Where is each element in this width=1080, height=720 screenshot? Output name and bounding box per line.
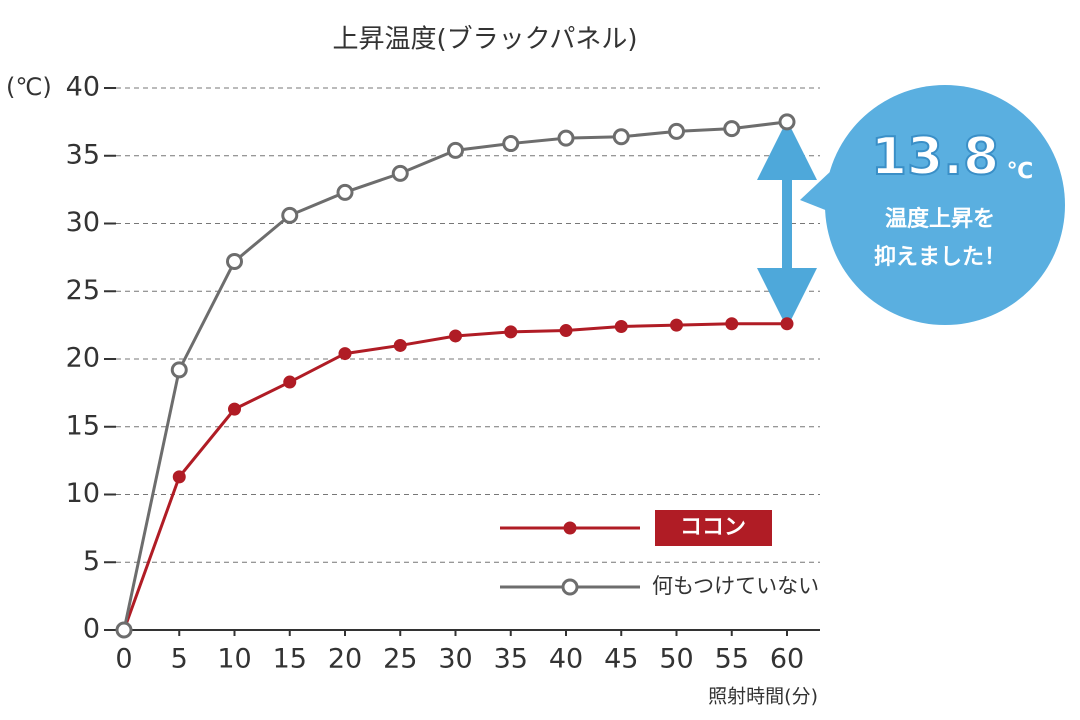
data-point (612, 128, 630, 146)
annotation-unit: ℃ (1007, 159, 1034, 184)
y-tick-label: 35 (66, 139, 100, 170)
legend-marker (563, 521, 577, 535)
series-line (122, 120, 788, 631)
x-tick-label: 5 (171, 644, 188, 675)
data-point (559, 324, 573, 338)
x-tick-label: 35 (494, 644, 528, 675)
x-axis-label: 照射時間(分) (708, 686, 818, 708)
y-unit: (℃) (6, 73, 52, 101)
x-tick-label: 0 (115, 644, 132, 675)
x-tick-label: 55 (715, 644, 749, 675)
data-point (226, 252, 243, 270)
bubble-body (825, 85, 1065, 325)
x-tick-label: 45 (604, 644, 638, 675)
data-point (170, 361, 188, 379)
legend-marker (561, 578, 579, 596)
legend-box (655, 510, 772, 546)
data-point (502, 135, 520, 153)
y-tick-label: 5 (83, 546, 100, 577)
legend-label: ココン (680, 515, 746, 540)
annotation-line: 抑えました！ (874, 245, 1006, 270)
data-point (778, 113, 796, 131)
annotation-bubble: 13.8 ℃ 温度上昇を 抑えました！ (800, 85, 1065, 325)
annotation-line: 温度上昇を (885, 206, 995, 232)
x-tick-label: 15 (273, 644, 307, 675)
data-point (172, 470, 186, 484)
data-point (723, 120, 741, 138)
data-point (614, 319, 628, 333)
data-point (393, 338, 407, 352)
y-tick-label: 0 (83, 614, 100, 645)
data-point (283, 375, 297, 389)
data-point (228, 402, 241, 416)
legend-label: 何もつけていない (652, 574, 819, 598)
data-point (780, 317, 794, 331)
x-tick-label: 60 (770, 644, 804, 675)
y-tick-label: 10 (66, 478, 100, 509)
y-tick-label: 15 (66, 410, 100, 441)
x-tick-label: 25 (383, 644, 417, 675)
y-tick-label: 30 (66, 207, 100, 238)
x-tick-label: 40 (549, 644, 583, 675)
x-tick-label: 30 (438, 644, 472, 675)
data-point (449, 329, 462, 343)
x-tick-label: 50 (659, 644, 693, 675)
data-point (670, 318, 683, 332)
y-tick-label: 40 (66, 72, 100, 103)
x-tick-label: 20 (328, 644, 362, 675)
y-tick-label: 25 (66, 275, 100, 306)
y-tick-label: 20 (66, 343, 100, 374)
data-point (336, 183, 354, 201)
plot: 0 5 10 15 20 25 30 35 40 0 5 10 15 20 25 30 35 40 45 50 55 60 (66, 72, 820, 675)
x-tick-label: 10 (217, 644, 251, 675)
data-point (668, 122, 685, 140)
chart-title: 上昇温度(ブラックパネル) (333, 25, 638, 55)
data-point (115, 621, 133, 639)
data-point (557, 129, 575, 147)
data-point (447, 141, 464, 159)
data-point (391, 164, 409, 182)
data-point (504, 325, 518, 339)
data-point (338, 347, 352, 361)
annotation-value: 13.8 (871, 127, 999, 187)
data-point (281, 206, 299, 224)
data-point (725, 317, 739, 331)
